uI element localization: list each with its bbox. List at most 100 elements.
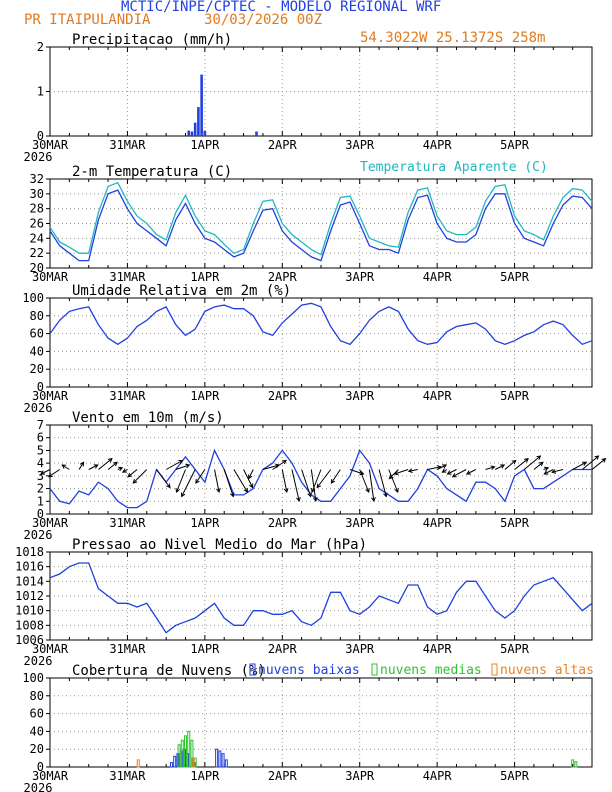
x-tick-label: 4APR xyxy=(423,138,453,152)
cloud-bar-0 xyxy=(169,762,173,768)
y-tick-label: 28 xyxy=(30,202,44,216)
wind-vector-head xyxy=(371,497,376,503)
wind-vector-head xyxy=(451,473,457,478)
wind-vector xyxy=(544,469,554,475)
cloud-bar-1 xyxy=(571,759,575,768)
y-tick-label: 0 xyxy=(37,507,44,521)
wind-speed-line xyxy=(49,448,592,509)
legend-label: nuvens altas xyxy=(500,663,594,678)
wind-vector-head xyxy=(132,479,138,484)
y-tick-label: 0 xyxy=(37,760,44,774)
year-label: 2026 xyxy=(24,150,53,164)
cloud-bar-0 xyxy=(221,753,225,768)
wind-vector-head xyxy=(313,497,318,503)
wind-vector xyxy=(447,469,457,475)
x-tick-label: 2APR xyxy=(268,642,298,656)
x-tick-label: 30MAR xyxy=(32,138,69,152)
cloud-bar-1 xyxy=(180,739,184,768)
wind-vector xyxy=(514,458,529,470)
y-tick-label: 1014 xyxy=(15,574,44,588)
x-tick-label: 31MAR xyxy=(109,270,146,284)
wind-vector-head xyxy=(511,459,517,465)
y-tick-label: 1016 xyxy=(15,560,44,574)
wind-vector-head xyxy=(249,483,254,489)
panel-title: Vento em 10m (m/s) xyxy=(72,410,224,426)
wind-vector xyxy=(61,464,70,470)
x-tick-label: 5APR xyxy=(500,138,530,152)
y-tick-label: 20 xyxy=(30,742,44,756)
wind-vector-head xyxy=(393,470,399,476)
wind-vector xyxy=(165,460,183,470)
wind-vector xyxy=(408,469,418,472)
chart-title: MCTIC/INPE/CPTEC - MODELO REGIONAL WRF xyxy=(121,0,442,15)
wind-vector-head xyxy=(122,468,127,473)
wind-vector xyxy=(572,461,587,470)
wind-vector-head xyxy=(536,455,542,460)
y-tick-label: 20 xyxy=(30,261,44,275)
wind-vector xyxy=(248,469,254,479)
y-tick-label: 100 xyxy=(22,291,44,305)
wind-vector xyxy=(310,469,317,502)
coordinates-label: 54.3022W 25.1372S 258m xyxy=(360,30,546,46)
y-tick-label: 1006 xyxy=(15,633,44,647)
wind-vector xyxy=(582,455,599,470)
y-tick-label: 24 xyxy=(30,231,44,245)
x-tick-label: 1APR xyxy=(190,769,220,783)
wind-vector-head xyxy=(195,478,200,484)
y-tick-label: 2 xyxy=(37,482,44,496)
year-label: 2026 xyxy=(24,781,53,792)
x-tick-label: 4APR xyxy=(423,642,453,656)
wind-vector xyxy=(436,464,447,470)
wind-vector-head xyxy=(442,464,448,469)
wind-vector-head xyxy=(365,487,370,493)
wind-vector-head xyxy=(359,470,365,476)
y-tick-label: 1 xyxy=(37,494,44,508)
x-tick-label: 1APR xyxy=(190,270,220,284)
legend-apparent-temperature: Temperatura Aparente (C) xyxy=(360,160,548,175)
wind-vector-head xyxy=(127,472,133,478)
x-tick-label: 31MAR xyxy=(109,389,146,403)
y-tick-label: 22 xyxy=(30,246,44,260)
wind-vector xyxy=(78,462,84,470)
legend-label: nuvens baixas xyxy=(258,663,360,678)
cloud-bar-0 xyxy=(215,748,219,768)
wind-vector xyxy=(176,469,186,493)
wind-vector xyxy=(127,469,138,478)
wind-vector xyxy=(156,469,171,488)
cloud-bar-2 xyxy=(136,759,140,768)
wind-vector-head xyxy=(166,483,171,489)
x-tick-label: 5APR xyxy=(500,769,530,783)
wind-vector xyxy=(48,469,60,478)
wind-vector-head xyxy=(383,492,388,498)
x-tick-label: 30MAR xyxy=(32,516,69,530)
x-tick-label: 1APR xyxy=(190,516,220,530)
y-tick-label: 40 xyxy=(30,344,44,358)
precip-bar xyxy=(197,107,200,136)
wind-vector-head xyxy=(394,487,399,493)
wind-vector-head xyxy=(243,487,248,493)
wind-vector-head xyxy=(296,497,301,503)
x-tick-label: 1APR xyxy=(190,138,220,152)
wind-vector xyxy=(552,469,564,473)
wind-vector-head xyxy=(582,461,588,466)
wind-vector-head xyxy=(107,458,113,463)
y-tick-label: 1010 xyxy=(15,604,44,618)
wind-vector-head xyxy=(248,474,253,480)
wind-vector-head xyxy=(594,455,600,460)
x-tick-label: 30MAR xyxy=(32,270,69,284)
wind-vector xyxy=(107,461,118,470)
wind-vector-head xyxy=(113,461,118,467)
wind-vector-head xyxy=(311,487,316,493)
legend-swatch xyxy=(371,663,378,676)
x-tick-label: 3APR xyxy=(345,516,375,530)
x-tick-label: 30MAR xyxy=(32,642,69,656)
wind-vector xyxy=(394,469,409,475)
x-tick-label: 4APR xyxy=(423,769,453,783)
cloud-bar-1 xyxy=(177,744,181,768)
wind-vector-head xyxy=(330,478,336,484)
year-label: 2026 xyxy=(24,401,53,415)
cloud-bar-1 xyxy=(187,730,191,768)
y-tick-label: 0 xyxy=(37,129,44,143)
wind-vector xyxy=(427,466,442,470)
